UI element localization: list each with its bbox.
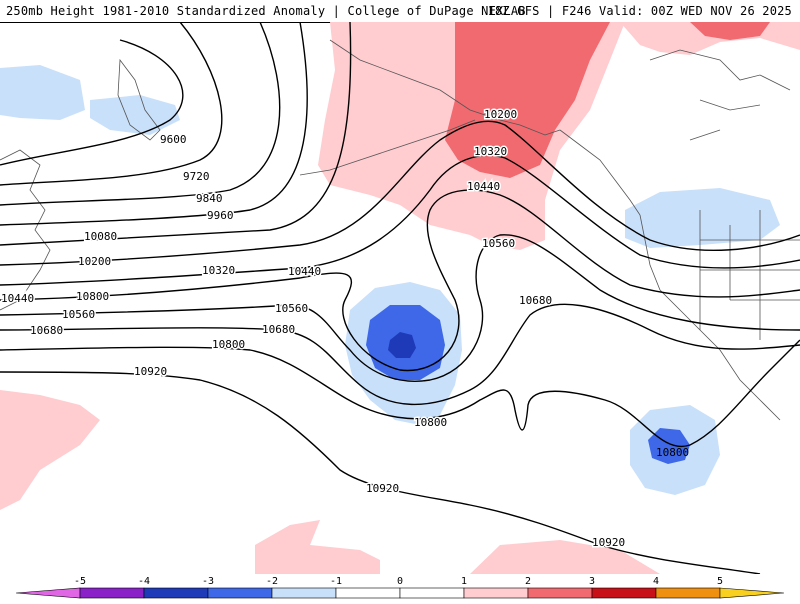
coastlines (0, 39, 800, 421)
contour-10680 (0, 303, 800, 406)
contour-label: 10920 (134, 365, 167, 378)
colorbar-swatch (591, 587, 657, 599)
contour-label: 10200 (78, 255, 111, 268)
contour-label: 9600 (160, 133, 187, 146)
contour-label: 10560 (62, 308, 95, 321)
colorbar-swatches (15, 587, 785, 599)
contour-9600 (0, 39, 184, 166)
contour-label: 10800 (656, 446, 689, 459)
anomaly-plus1-south-blob (255, 520, 380, 574)
contour-label: 10200 (484, 108, 517, 121)
map-header: 250mb Height 1981-2010 Standardized Anom… (0, 0, 800, 23)
colorbar-tick: 5 (717, 576, 723, 587)
coast-kamchatka (117, 58, 161, 141)
contour-label: 10560 (482, 237, 515, 250)
negative-anomaly-shading (0, 65, 780, 495)
contour-9960 (0, 22, 308, 226)
colorbar-swatch (335, 587, 401, 599)
anomaly-colorbar: -5 -4 -3 -2 -1 0 1 2 3 4 5 (0, 574, 800, 600)
colorbar-swatch (655, 587, 721, 599)
contour-10800 (0, 339, 800, 448)
colorbar-tick: 0 (397, 576, 403, 587)
colorbar-arrow-right (719, 587, 785, 599)
contour-10080 (0, 22, 352, 246)
contour-9840 (0, 22, 281, 206)
anomaly-minus3-low-center (388, 332, 416, 358)
colorbar-swatch (143, 587, 209, 599)
anomaly-minus1-west (0, 65, 85, 120)
contour-label: 10800 (414, 416, 447, 429)
colorbar-tick: 4 (653, 576, 659, 587)
state-borders (699, 210, 800, 340)
contour-label: 10800 (76, 290, 109, 303)
contour-9720 (0, 22, 223, 186)
colorbar-swatch (399, 587, 465, 599)
contour-10920 (0, 371, 761, 574)
coast-bc (559, 129, 641, 216)
anomaly-plus2-northeast (690, 22, 770, 40)
contour-label: 10920 (366, 482, 399, 495)
contour-label: 10080 (84, 230, 117, 243)
contour-label: 10440 (1, 292, 34, 305)
colorbar-tick: -1 (330, 576, 342, 587)
colorbar-swatch (463, 587, 529, 599)
colorbar-arrow-left (15, 587, 81, 599)
contour-label: 10320 (474, 145, 507, 158)
anomaly-plus2-north-pacific (445, 22, 610, 178)
contour-label: 10560 (275, 302, 308, 315)
contour-label: 10680 (30, 324, 63, 337)
anomaly-plus1-asia-edge (0, 390, 100, 510)
colorbar-tick: -5 (74, 576, 86, 587)
contour-10200-w (0, 120, 800, 266)
contour-label: 10920 (592, 536, 625, 549)
coast-aleutians (299, 119, 476, 176)
contour-label: 10680 (519, 294, 552, 307)
coast-alaska (329, 39, 561, 136)
contour-label: 10440 (288, 265, 321, 278)
contour-10560 (0, 234, 800, 382)
contour-label: 9720 (183, 170, 210, 183)
colorbar-swatch (207, 587, 273, 599)
height-contours (0, 22, 800, 574)
positive-anomaly-shading (0, 22, 800, 574)
colorbar-swatch (271, 587, 337, 599)
contour-label: 10320 (202, 264, 235, 277)
colorbar-tick: -4 (138, 576, 150, 587)
colorbar-tick: 2 (525, 576, 531, 587)
coast-asia (0, 149, 51, 311)
contour-label: 10440 (467, 180, 500, 193)
contour-label: 10800 (212, 338, 245, 351)
contour-10440 (0, 189, 800, 372)
anomaly-minus1-aleutian-west (90, 95, 180, 135)
colorbar-svg: -5 -4 -3 -2 -1 0 1 2 3 4 5 (15, 576, 785, 599)
contour-label: 9840 (196, 192, 223, 205)
colorbar-swatch (79, 587, 145, 599)
colorbar-tick: -2 (266, 576, 278, 587)
contour-label: 10680 (262, 323, 295, 336)
anomaly-plus1-southeast (470, 540, 660, 574)
colorbar-tick: -3 (202, 576, 214, 587)
anomaly-minus1-west-coast (625, 188, 780, 248)
anomaly-map: 9600 9720 9840 9960 10080 10200 10320 10… (0, 22, 800, 574)
colorbar-tick: 3 (589, 576, 595, 587)
model-valid-time: 18Z GFS | F246 Valid: 00Z WED NOV 26 202… (487, 4, 792, 18)
contour-10320-w (0, 154, 800, 286)
contour-labels: 9600 9720 9840 9960 10080 10200 10320 10… (0, 107, 689, 551)
colorbar-tick: 1 (461, 576, 467, 587)
colorbar-tick-labels: -5 -4 -3 -2 -1 0 1 2 3 4 5 (74, 576, 723, 587)
map-title: 250mb Height 1981-2010 Standardized Anom… (6, 4, 526, 18)
contour-label: 9960 (207, 209, 234, 222)
coast-us-west (639, 214, 781, 421)
anomaly-map-svg: 9600 9720 9840 9960 10080 10200 10320 10… (0, 22, 800, 574)
colorbar-swatch (527, 587, 593, 599)
coast-hudson (649, 49, 791, 141)
